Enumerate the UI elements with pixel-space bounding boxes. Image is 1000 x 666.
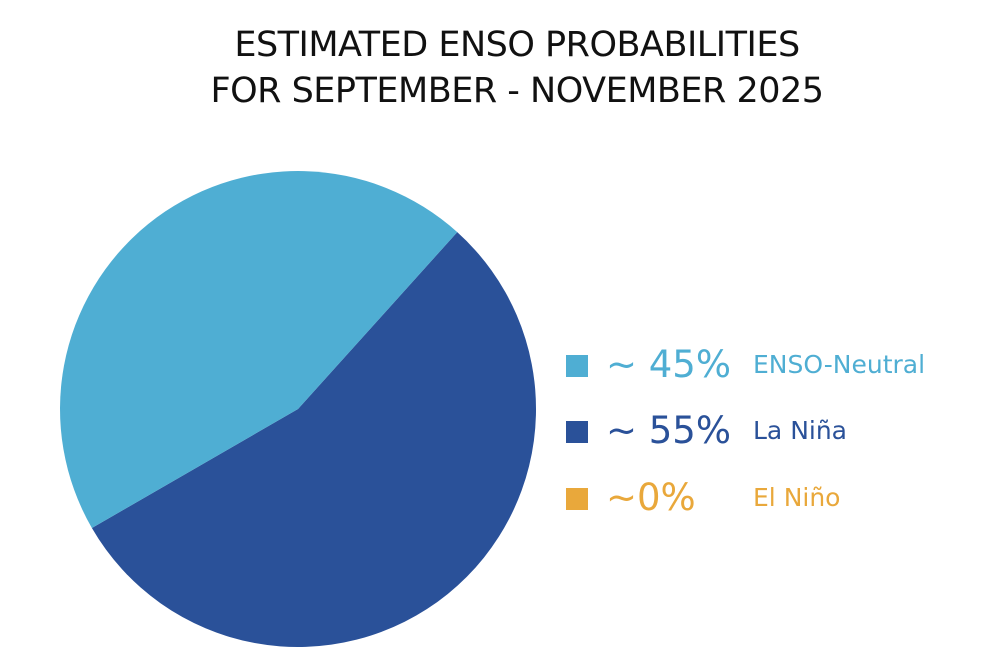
legend-swatch-el-nino <box>566 488 588 510</box>
title-line-2: FOR SEPTEMBER - NOVEMBER 2025 <box>210 71 824 111</box>
legend-swatch-enso-neutral <box>566 355 588 377</box>
pie-slice-enso-neutral <box>60 171 458 528</box>
pie-slices <box>60 171 537 648</box>
chart-title: ESTIMATED ENSO PROBABILITIES FOR SEPTEMB… <box>0 22 1000 114</box>
legend-percent-el-nino: ~0% <box>606 476 696 519</box>
title-line-1: ESTIMATED ENSO PROBABILITIES <box>234 25 800 65</box>
pie-slice-la-nina <box>91 232 537 648</box>
legend-label-la-nina: La Niña <box>753 416 848 445</box>
legend-label-enso-neutral: ENSO-Neutral <box>753 350 926 379</box>
legend-percent-la-nina: ~ 55% <box>606 409 732 452</box>
legend-swatch-la-nina <box>566 421 588 443</box>
legend-percent-enso-neutral: ~ 45% <box>606 343 732 386</box>
legend-label-el-nino: El Niño <box>753 483 841 512</box>
